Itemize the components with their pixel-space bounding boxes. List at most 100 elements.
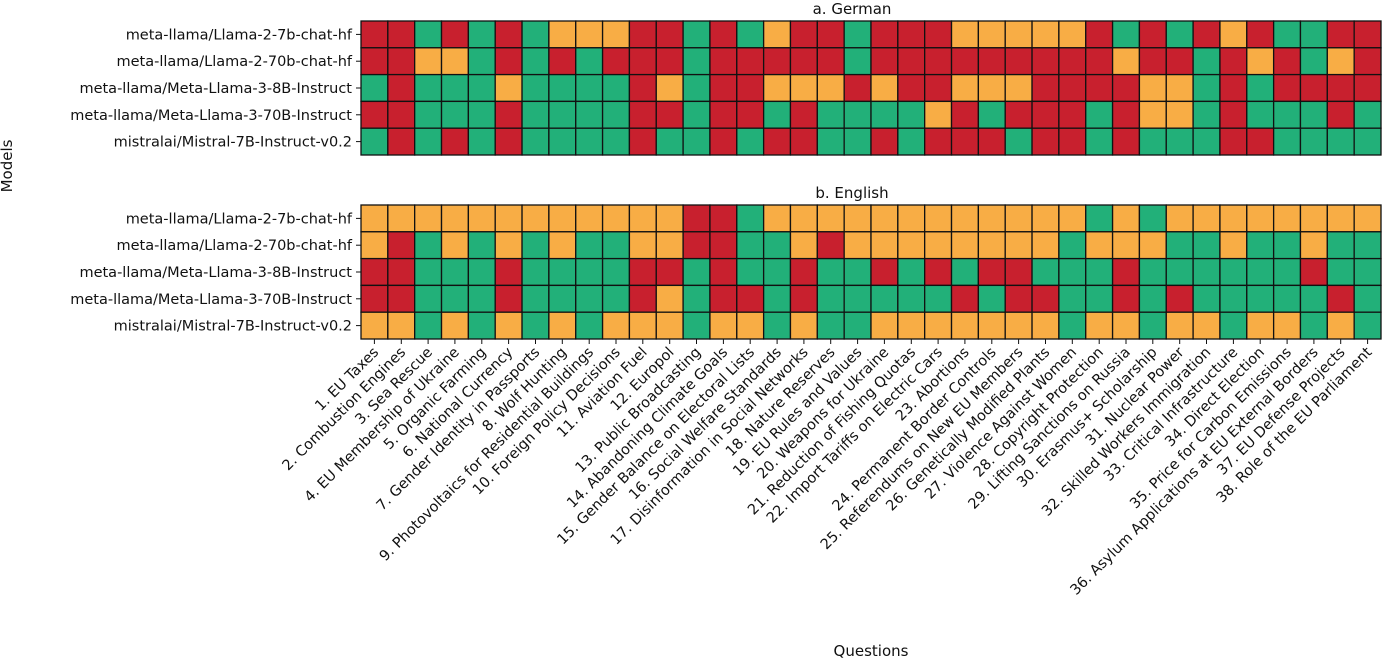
- heatmap-cell: [762, 257, 792, 287]
- heatmap-cell: [843, 47, 872, 76]
- heatmap-cell: [709, 231, 738, 260]
- heatmap-cell: [387, 127, 416, 156]
- heatmap-cell: [575, 257, 604, 287]
- heatmap-cell: [843, 231, 872, 260]
- heatmap-cell: [575, 204, 604, 233]
- model-row-label: mistralai/Mistral-7B-Instruct-v0.2: [114, 319, 352, 335]
- heatmap-cell: [494, 204, 523, 233]
- heatmap-cell: [655, 20, 684, 49]
- heatmap-cell: [897, 47, 926, 76]
- panel-a-title: a. German: [813, 0, 892, 18]
- heatmap-cell: [1246, 20, 1275, 49]
- heatmap-cell: [1192, 73, 1221, 103]
- heatmap-cell: [897, 73, 926, 103]
- heatmap-cell: [1138, 20, 1167, 49]
- heatmap-cell: [467, 100, 496, 129]
- heatmap-cell: [1219, 311, 1248, 340]
- heatmap-cell: [762, 47, 792, 76]
- heatmap-cell: [548, 204, 577, 233]
- heatmap-cell: [1246, 127, 1275, 156]
- heatmap-cell: [897, 311, 926, 340]
- heatmap-cell: [789, 257, 818, 287]
- heatmap-cell: [1085, 47, 1114, 76]
- heatmap-cell: [467, 20, 496, 49]
- heatmap-cell: [1085, 127, 1114, 156]
- heatmap-cell: [440, 204, 470, 233]
- heatmap-cell: [1138, 100, 1167, 129]
- heatmap-cell: [736, 100, 765, 129]
- heatmap-cell: [1031, 284, 1060, 313]
- heatmap-cell: [575, 73, 604, 103]
- heatmap-cell: [440, 284, 470, 313]
- heatmap-cell: [1353, 311, 1382, 340]
- heatmap-cell: [870, 20, 899, 49]
- heatmap-cell: [601, 204, 631, 233]
- heatmap-cell: [1219, 73, 1248, 103]
- heatmap-cell: [682, 100, 711, 129]
- heatmap-cell: [1326, 284, 1355, 313]
- heatmap-cell: [924, 20, 953, 49]
- heatmap-cell: [414, 231, 443, 260]
- heatmap-cell: [1004, 311, 1033, 340]
- heatmap-cell: [467, 284, 496, 313]
- heatmap-cell: [1138, 204, 1167, 233]
- heatmap-cell: [628, 284, 657, 313]
- heatmap-cell: [1353, 284, 1382, 313]
- heatmap-cell: [521, 231, 550, 260]
- heatmap-cell: [1192, 127, 1221, 156]
- heatmap-cell: [682, 204, 711, 233]
- heatmap-cell: [1058, 311, 1087, 340]
- heatmap-cell: [816, 47, 845, 76]
- heatmap-cell: [1299, 20, 1328, 49]
- heatmap-cell: [709, 47, 738, 76]
- heatmap-cell: [440, 100, 470, 129]
- heatmap-cell: [870, 204, 899, 233]
- heatmap-cell: [924, 100, 953, 129]
- panel-b-title: b. English: [815, 184, 888, 202]
- heatmap-cell: [950, 284, 980, 313]
- heatmap-cell: [1272, 284, 1302, 313]
- heatmap-cell: [736, 47, 765, 76]
- heatmap-cell: [1111, 257, 1141, 287]
- heatmap-cell: [736, 20, 765, 49]
- heatmap-cell: [1165, 204, 1194, 233]
- heatmap-cell: [360, 127, 389, 156]
- heatmap-cell: [1246, 73, 1275, 103]
- heatmap-cell: [1299, 311, 1328, 340]
- heatmap-cell: [467, 47, 496, 76]
- heatmap-cell: [387, 231, 416, 260]
- heatmap-cell: [1085, 311, 1114, 340]
- heatmap-cell: [789, 20, 818, 49]
- heatmap-cell: [387, 284, 416, 313]
- heatmap-cell: [494, 231, 523, 260]
- heatmap-cell: [977, 204, 1006, 233]
- heatmap-cell: [1192, 47, 1221, 76]
- heatmap-cell: [521, 73, 550, 103]
- heatmap-cell: [1111, 100, 1141, 129]
- heatmap-cell: [387, 204, 416, 233]
- heatmap-cell: [414, 257, 443, 287]
- heatmap-cell: [467, 127, 496, 156]
- heatmap-cell: [1004, 231, 1033, 260]
- heatmap-cell: [655, 311, 684, 340]
- heatmap-cell: [1058, 100, 1087, 129]
- heatmap-cell: [950, 127, 980, 156]
- heatmap-cell: [655, 100, 684, 129]
- heatmap-cell: [1058, 20, 1087, 49]
- heatmap-cell: [1004, 204, 1033, 233]
- heatmap-cell: [601, 127, 631, 156]
- heatmap-cell: [1058, 204, 1087, 233]
- heatmap-cell: [870, 47, 899, 76]
- heatmap-cell: [575, 231, 604, 260]
- heatmap-cell: [1272, 257, 1302, 287]
- heatmap-cell: [950, 204, 980, 233]
- heatmap-cell: [628, 100, 657, 129]
- heatmap-cell: [843, 311, 872, 340]
- heatmap-cell: [440, 231, 470, 260]
- heatmap-cell: [789, 311, 818, 340]
- heatmap-cell: [977, 73, 1006, 103]
- model-row-label: mistralai/Mistral-7B-Instruct-v0.2: [114, 135, 352, 151]
- heatmap-cell: [575, 20, 604, 49]
- heatmap-cell: [1219, 257, 1248, 287]
